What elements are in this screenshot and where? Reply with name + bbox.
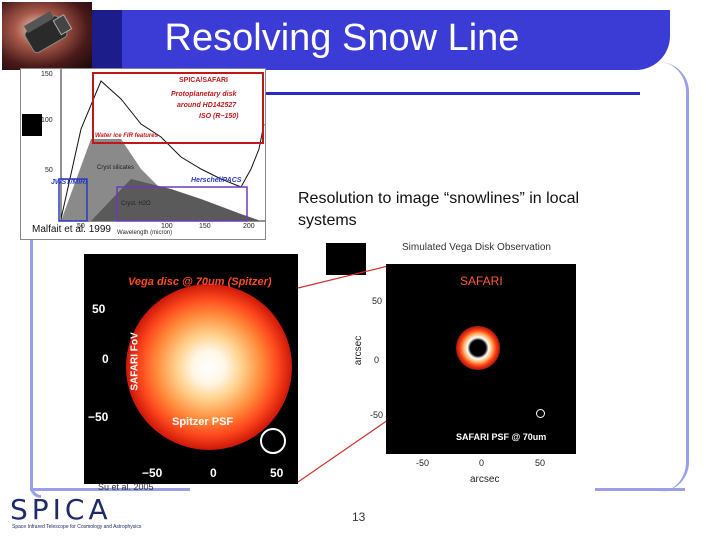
spica-logo-subtitle: Space Infrared Telescope for Cosmology a…: [12, 524, 142, 530]
safari-label: SAFARI: [460, 274, 503, 288]
x-tick: 50: [270, 466, 284, 480]
x-tick: −50: [142, 466, 163, 480]
y-tick: 50: [92, 302, 106, 316]
y-tick: 50: [45, 167, 53, 174]
psf-marker: [536, 409, 545, 418]
snowline-ring: [456, 326, 500, 370]
x-tick: 50: [535, 458, 546, 468]
disk-label-1: Protoplanetary disk: [171, 91, 237, 98]
safari-label: SPICA/SAFARI: [179, 77, 229, 84]
vega-title: Vega disc @ 70um (Spitzer): [128, 276, 272, 288]
psf-label: Spitzer PSF: [172, 416, 234, 428]
y-tick: -50: [370, 410, 384, 420]
x-axis-label: arcsec: [470, 474, 500, 485]
slide-title: Resolving Snow Line: [164, 17, 520, 59]
x-tick: 0: [210, 466, 217, 480]
x-tick: 200: [243, 223, 255, 230]
slide-frame-bottom: [30, 488, 190, 491]
fov-label: SAFARI FoV: [129, 332, 141, 391]
slide-frame-bottom-right: [595, 488, 685, 491]
x-tick: -50: [416, 458, 430, 468]
title-bar-accent: [92, 10, 122, 70]
title-underline: [92, 92, 640, 95]
redaction-box: [22, 114, 42, 136]
spacecraft-image: [2, 2, 92, 70]
spectrum-citation: Malfait et al. 1999: [32, 224, 111, 235]
x-tick: 0: [479, 458, 485, 468]
x-tick: 50: [77, 223, 85, 230]
vega-spitzer-image: Vega disc @ 70um (Spitzer) 50 0 −50 SAFA…: [84, 254, 298, 484]
slide-frame-right: [630, 62, 689, 492]
safari-psf-label: SAFARI PSF @ 70um: [456, 432, 547, 442]
y-tick: −50: [88, 410, 109, 424]
vega-citation: Su et al. 2005: [98, 482, 154, 492]
y-tick: 0: [374, 355, 380, 365]
simulation-caption: Simulated Vega Disk Observation: [402, 242, 551, 253]
y-axis-label: arcsec: [353, 335, 365, 366]
water-ice-label: Water ice FIR features: [95, 133, 158, 139]
y-tick: 150: [41, 71, 53, 78]
herschel-label: Herschel/PACS: [191, 177, 242, 184]
title-bar: [92, 10, 670, 70]
disk-label-2: around HD142527: [177, 102, 237, 109]
vega-disc: [126, 284, 292, 450]
redaction-box: [326, 243, 366, 275]
psf-circle: [260, 428, 286, 454]
iso-label: ISO (R~150): [199, 113, 239, 120]
resolution-text: Resolution to image “snowlines” in local…: [298, 190, 580, 229]
spica-logo: SPICA: [10, 493, 112, 526]
page-number: 13: [352, 510, 366, 524]
jwst-label: JWST/MIRI: [51, 179, 88, 186]
safari-simulation-image: SAFARI SAFARI PSF @ 70um: [386, 264, 576, 454]
y-tick: 0: [102, 352, 109, 366]
y-tick: 50: [372, 296, 383, 306]
cryst-h2o-label: Cryst. H2O: [121, 201, 151, 207]
x-tick: 100: [161, 223, 173, 230]
x-tick: 150: [199, 223, 211, 230]
y-tick: 100: [41, 117, 53, 124]
spectrum-figure: 150 100 50 SPICA/SAFARI Protoplanetary d…: [20, 68, 266, 240]
x-axis-label: Wavelength (micron): [117, 230, 173, 236]
silicates-label: Cryst silicates: [97, 165, 135, 171]
